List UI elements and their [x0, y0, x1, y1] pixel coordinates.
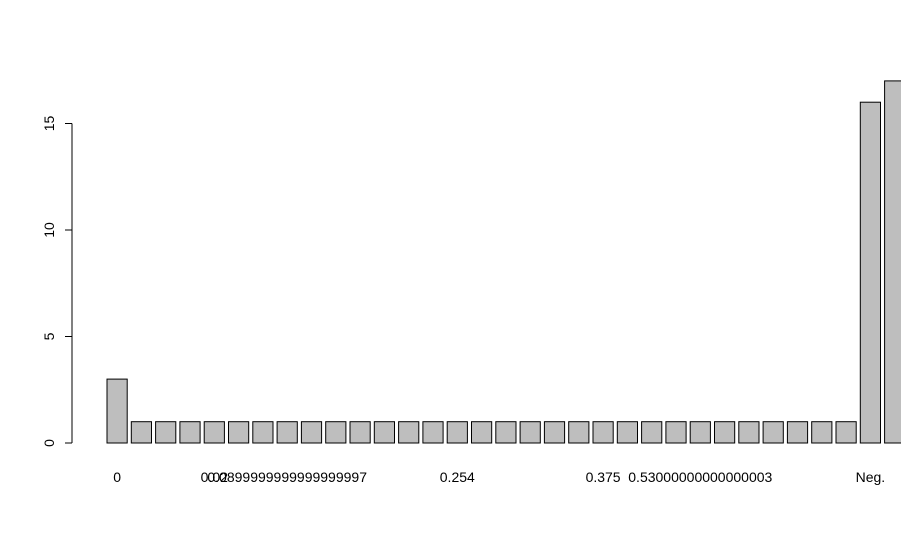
bar-19	[568, 421, 590, 444]
bar-20	[592, 421, 614, 444]
bar-1	[130, 421, 153, 444]
x-axis-labels: 0 0.020.0899999999999999997 0.254 0.375 0.53…	[113, 469, 885, 485]
bar-27	[762, 421, 784, 444]
bar-18	[543, 421, 566, 444]
category-label-4: 0.02	[201, 469, 228, 485]
bar-12	[398, 421, 420, 444]
bar-5	[228, 421, 250, 444]
bar-0	[106, 378, 128, 444]
bar-30	[835, 421, 857, 444]
bar-3	[179, 421, 201, 444]
bar-24	[689, 421, 711, 444]
bar-15	[471, 421, 493, 444]
bar-7	[276, 421, 298, 444]
category-label-14: 0.254	[440, 469, 475, 485]
y-tick-label-10: 10	[41, 222, 57, 238]
y-tick-label-15: 15	[41, 116, 57, 132]
y-axis: 0 5 10 15	[41, 116, 73, 447]
bar-31	[859, 101, 881, 444]
bar-25	[714, 421, 736, 444]
bar-21	[616, 421, 638, 444]
bar-6	[252, 421, 274, 444]
bar-17	[519, 421, 541, 444]
bar-8	[300, 421, 323, 444]
y-tick-label-5: 5	[41, 332, 57, 340]
bar-23	[665, 421, 687, 444]
bar-16	[495, 421, 517, 444]
bar-13	[422, 421, 444, 444]
category-label-31: Neg.	[856, 469, 886, 485]
bar-2	[155, 421, 177, 444]
bar-32	[884, 80, 901, 444]
bar-22	[641, 421, 663, 444]
bar-29	[811, 421, 833, 444]
bar-9	[325, 421, 347, 444]
bar-14	[446, 421, 468, 444]
bar-28	[786, 421, 809, 444]
bar-11	[373, 421, 395, 444]
category-label-7: 0.0899999999999999997	[207, 469, 367, 485]
category-label-20: 0.375	[586, 469, 621, 485]
bar-4	[203, 421, 225, 444]
bars-group	[106, 80, 901, 444]
bar-10	[349, 421, 371, 444]
category-label-0: 0	[113, 469, 121, 485]
y-tick-label-0: 0	[41, 439, 57, 447]
bar-26	[738, 421, 760, 444]
category-label-24: 0.53000000000000003	[628, 469, 772, 485]
